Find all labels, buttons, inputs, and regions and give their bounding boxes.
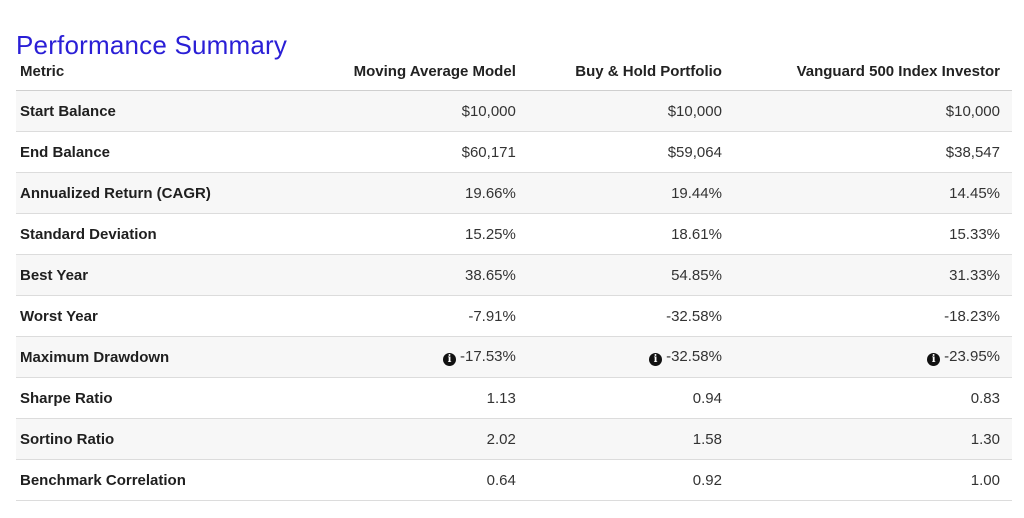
info-circle-icon[interactable]: i (927, 353, 941, 366)
metric-value-cell: -18.23% (733, 295, 1012, 337)
metric-value-cell: 0.94 (527, 377, 734, 419)
metric-value-cell: 15.33% (733, 213, 1012, 255)
metric-value: -32.58% (666, 348, 722, 365)
table-row: Worst Year -7.91% -32.58% -18.23% (16, 295, 1012, 337)
metric-value-cell: 19.44% (527, 172, 734, 214)
metric-value-cell: 1.58 (527, 418, 734, 460)
metric-value-cell: 1.30 (733, 418, 1012, 460)
column-header-buy-hold-portfolio: Buy & Hold Portfolio (527, 52, 734, 91)
table-row: End Balance $60,171 $59,064 $38,547 (16, 131, 1012, 173)
performance-summary-table: Metric Moving Average Model Buy & Hold P… (16, 52, 1012, 501)
metric-value-cell: i -32.58% (527, 336, 734, 378)
metric-value-cell: 38.65% (302, 254, 528, 296)
metric-value: -23.95% (944, 348, 1000, 365)
metric-value-cell: $60,171 (302, 131, 528, 173)
metric-value-cell: 0.64 (302, 459, 528, 501)
metric-value-cell: 0.92 (527, 459, 734, 501)
metric-value-cell: i -23.95% (733, 336, 1012, 378)
metric-label: Annualized Return (CAGR) (16, 172, 302, 214)
metric-value-cell: 15.25% (302, 213, 528, 255)
metric-value-cell: $59,064 (527, 131, 734, 173)
metric-value-cell: i -17.53% (302, 336, 528, 378)
metric-value-cell: 19.66% (302, 172, 528, 214)
metric-value-cell: $10,000 (527, 90, 734, 132)
metric-label: Standard Deviation (16, 213, 302, 255)
metric-value-cell: -32.58% (527, 295, 734, 337)
metric-label: Benchmark Correlation (16, 459, 302, 501)
metric-value-cell: 2.02 (302, 418, 528, 460)
metric-value-cell: $10,000 (302, 90, 528, 132)
metric-value-cell: 0.83 (733, 377, 1012, 419)
metric-value-cell: 31.33% (733, 254, 1012, 296)
metric-label: Best Year (16, 254, 302, 296)
table-row: Sortino Ratio 2.02 1.58 1.30 (16, 418, 1012, 460)
metric-value-cell: 14.45% (733, 172, 1012, 214)
metric-value-cell: $38,547 (733, 131, 1012, 173)
metric-value-cell: 18.61% (527, 213, 734, 255)
table-row: Benchmark Correlation 0.64 0.92 1.00 (16, 459, 1012, 501)
metric-value: -17.53% (459, 348, 516, 365)
metric-value-cell: 54.85% (527, 254, 734, 296)
metric-value-cell: 1.00 (733, 459, 1012, 501)
table-row: Sharpe Ratio 1.13 0.94 0.83 (16, 377, 1012, 419)
metric-label: Maximum Drawdown (16, 336, 302, 378)
info-circle-icon[interactable]: i (442, 353, 456, 366)
column-header-moving-average-model: Moving Average Model (302, 52, 528, 91)
table-body: Start Balance $10,000 $10,000 $10,000 End Ba… (16, 90, 1012, 501)
table-row: Start Balance $10,000 $10,000 $10,000 (16, 90, 1012, 132)
metric-label: Start Balance (16, 90, 302, 132)
column-header-metric: Metric (16, 52, 302, 91)
metric-label: Worst Year (16, 295, 302, 337)
metric-label: End Balance (16, 131, 302, 173)
table-row: Standard Deviation 15.25% 18.61% 15.33% (16, 213, 1012, 255)
metric-value-cell: -7.91% (302, 295, 528, 337)
table-row: Maximum Drawdown i -17.53% i -32.58% i -23.95% (16, 336, 1012, 378)
table-row: Annualized Return (CAGR) 19.66% 19.44% 14.4… (16, 172, 1012, 214)
info-circle-icon[interactable]: i (649, 353, 663, 366)
metric-value-cell: 1.13 (302, 377, 528, 419)
metric-value-cell: $10,000 (733, 90, 1012, 132)
metric-label: Sortino Ratio (16, 418, 302, 460)
column-header-vanguard-500: Vanguard 500 Index Investor (733, 52, 1012, 91)
table-row: Best Year 38.65% 54.85% 31.33% (16, 254, 1012, 296)
metric-label: Sharpe Ratio (16, 377, 302, 419)
table-header-row: Metric Moving Average Model Buy & Hold P… (16, 52, 1012, 91)
